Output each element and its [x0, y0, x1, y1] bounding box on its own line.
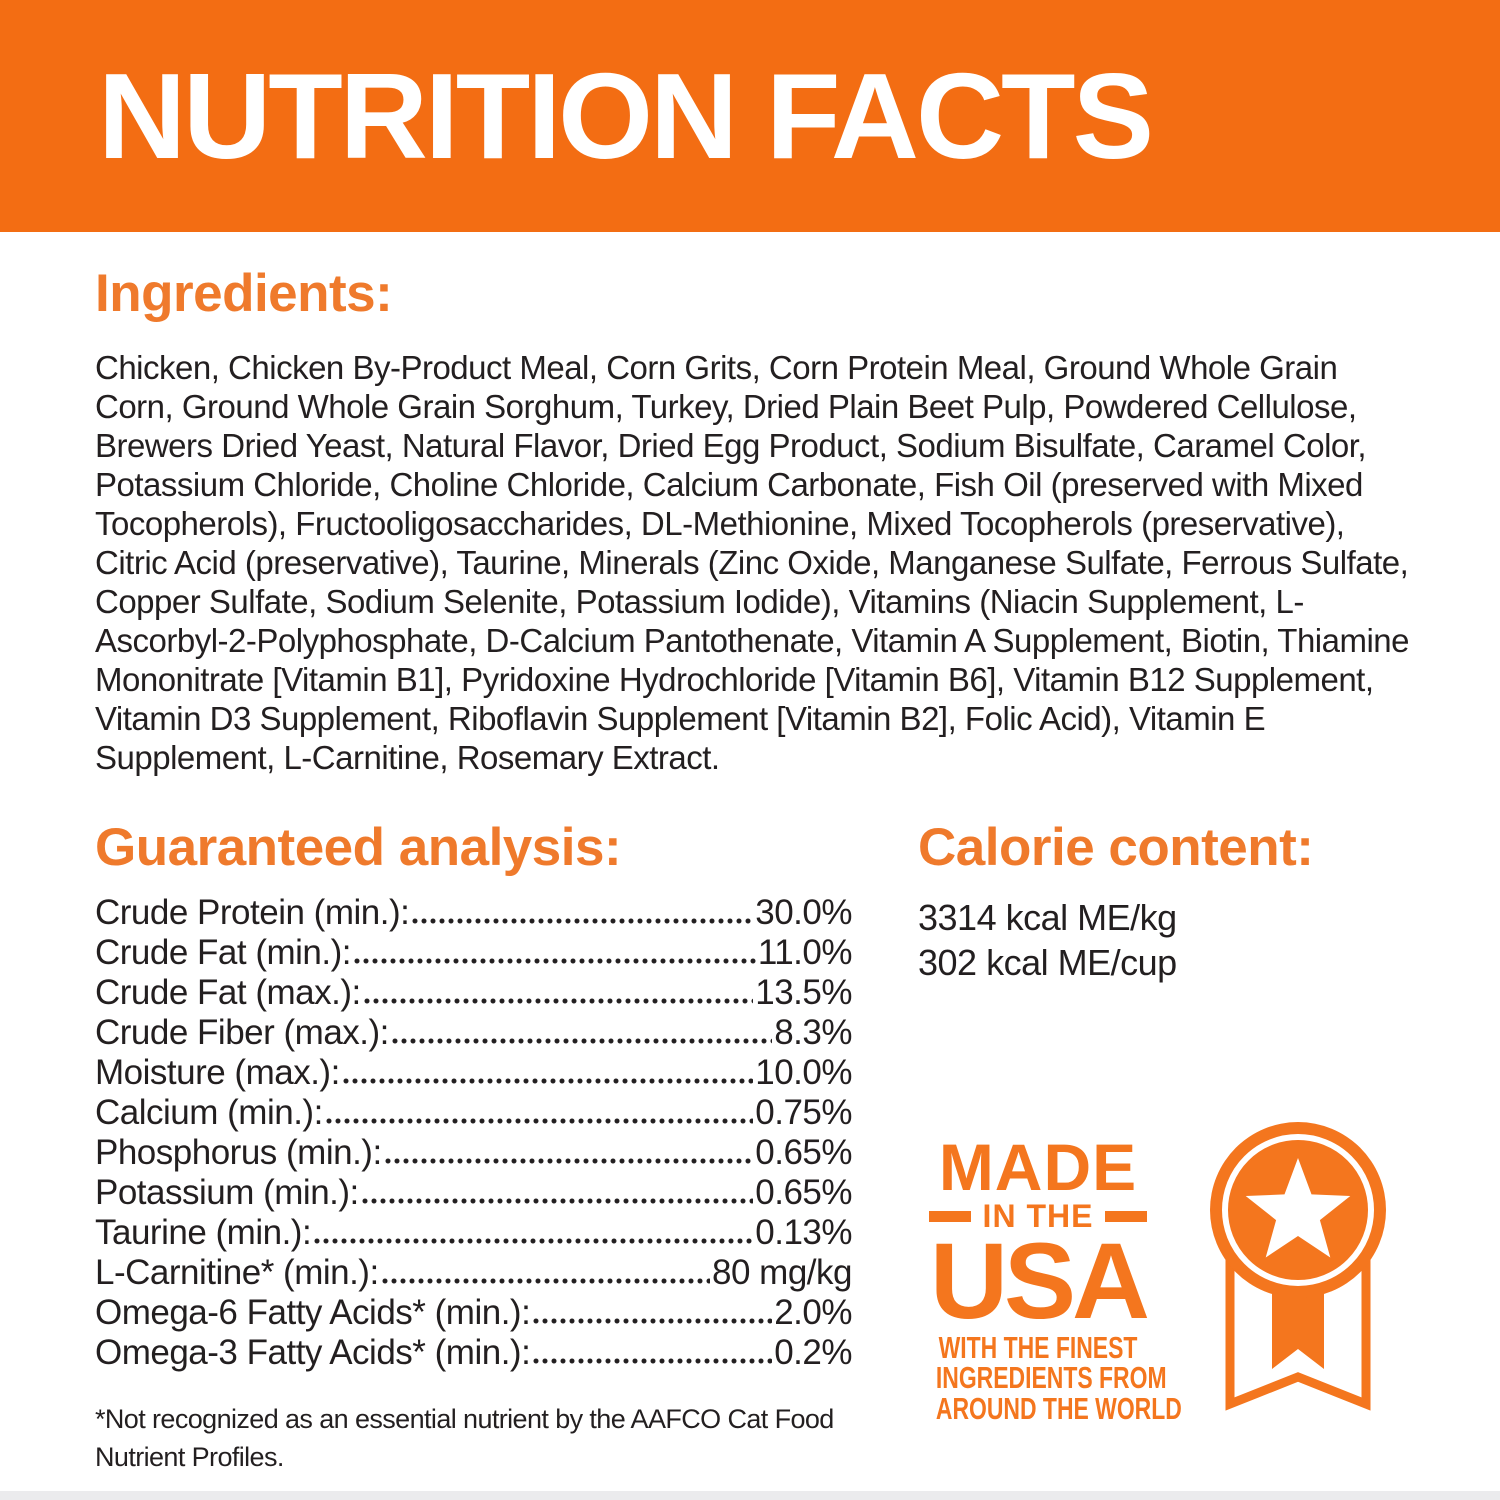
analysis-label: L-Carnitine* (min.): — [95, 1253, 379, 1292]
calorie-content-heading: Calorie content: — [918, 818, 1314, 877]
ingredients-text: Chicken, Chicken By-Product Meal, Corn G… — [95, 349, 1410, 776]
guaranteed-analysis-heading: Guaranteed analysis: — [95, 818, 622, 877]
analysis-row: Crude Fat (max.): 13.5% — [95, 973, 852, 1013]
analysis-row: Crude Protein (min.): 30.0% — [95, 893, 852, 933]
analysis-label: Crude Fat (min.): — [95, 933, 352, 972]
tagline-line: INGREDIENTS FROM — [935, 1360, 1167, 1396]
analysis-value: 11.0% — [757, 933, 853, 972]
analysis-value: 0.65% — [755, 1133, 852, 1172]
bottom-edge-divider — [0, 1491, 1500, 1500]
dot-leader — [362, 973, 754, 1013]
analysis-row: Phosphorus (min.): 0.65% — [95, 1133, 852, 1173]
dot-leader — [411, 893, 754, 933]
ingredients-section: Ingredients: Chicken, Chicken By-Product… — [95, 266, 1417, 777]
dash-bar-left — [928, 1210, 971, 1222]
award-ribbon-star-icon — [1198, 1110, 1398, 1420]
footnote: *Not recognized as an essential nutrient… — [95, 1404, 834, 1472]
analysis-label: Potassium (min.): — [95, 1173, 359, 1212]
tagline-line: AROUND THE WORLD — [935, 1390, 1182, 1426]
analysis-value: 0.13% — [755, 1213, 852, 1252]
analysis-row: Moisture (max.): 10.0% — [95, 1053, 852, 1093]
analysis-row: Omega-3 Fatty Acids* (min.): 0.2% — [95, 1333, 852, 1373]
analysis-row: Calcium (min.): 0.75% — [95, 1093, 852, 1133]
analysis-value: 0.65% — [755, 1173, 852, 1212]
analysis-label: Crude Fat (max.): — [95, 973, 361, 1012]
dot-leader — [341, 1053, 754, 1093]
dot-leader — [532, 1333, 773, 1373]
dot-leader — [324, 1093, 754, 1133]
analysis-value: 30.0% — [755, 893, 852, 932]
usa-line: USA — [929, 1220, 1150, 1341]
page-title: NUTRITION FACTS — [98, 48, 1154, 184]
calorie-kcal-per-kg: 3314 kcal ME/kg — [918, 897, 1177, 938]
dot-leader — [390, 1013, 773, 1053]
dot-leader — [383, 1133, 754, 1173]
analysis-label: Omega-6 Fatty Acids* (min.): — [95, 1293, 531, 1332]
guaranteed-analysis-table: Crude Protein (min.): 30.0% Crude Fat (mi… — [95, 893, 853, 1373]
ingredients-heading: Ingredients: — [95, 264, 393, 323]
analysis-value: 80 mg/kg — [712, 1253, 852, 1292]
analysis-value: 10.0% — [755, 1053, 852, 1092]
analysis-label: Crude Fiber (max.): — [95, 1013, 389, 1052]
analysis-label: Taurine (min.): — [95, 1213, 312, 1252]
calorie-kcal-per-cup: 302 kcal ME/cup — [918, 942, 1177, 983]
dot-leader — [360, 1173, 754, 1213]
analysis-label: Phosphorus (min.): — [95, 1133, 382, 1172]
made-in-usa-badge: MADE IN THE USA WITH THE FINEST INGREDIE… — [900, 1122, 1398, 1426]
analysis-value: 8.3% — [774, 1013, 852, 1052]
analysis-value: 0.75% — [755, 1093, 852, 1132]
analysis-value: 13.5% — [755, 973, 852, 1012]
analysis-row: Crude Fiber (max.): 8.3% — [95, 1013, 852, 1053]
dot-leader — [380, 1253, 711, 1293]
analysis-row: Potassium (min.): 0.65% — [95, 1173, 852, 1213]
dot-leader — [532, 1293, 773, 1333]
dot-leader — [313, 1213, 754, 1253]
analysis-row: Crude Fat (min.): 11.0% — [95, 933, 853, 973]
analysis-row: Omega-6 Fatty Acids* (min.): 2.0% — [95, 1293, 852, 1333]
banner: NUTRITION FACTS — [0, 0, 1500, 232]
analysis-label: Moisture (max.): — [95, 1053, 340, 1092]
analysis-row: Taurine (min.): 0.13% — [95, 1213, 852, 1253]
analysis-value: 2.0% — [774, 1293, 852, 1332]
guaranteed-analysis-section: Guaranteed analysis: Crude Protein (min.… — [95, 818, 853, 1373]
analysis-value: 0.2% — [774, 1333, 852, 1372]
made-in-usa-text: MADE IN THE USA WITH THE FINEST INGREDIE… — [900, 1126, 1182, 1426]
calorie-content-values: 3314 kcal ME/kg 302 kcal ME/cup — [918, 895, 1438, 985]
dot-leader — [353, 933, 756, 973]
analysis-label: Omega-3 Fatty Acids* (min.): — [95, 1333, 531, 1372]
made-line: MADE — [938, 1130, 1138, 1204]
calorie-content-section: Calorie content: 3314 kcal ME/kg 302 kca… — [918, 820, 1438, 985]
in-the-label: IN THE — [982, 1198, 1094, 1234]
tagline-line: WITH THE FINEST — [938, 1329, 1138, 1365]
dash-bar-right — [1105, 1210, 1148, 1222]
analysis-row: L-Carnitine* (min.): 80 mg/kg — [95, 1253, 852, 1293]
analysis-label: Crude Protein (min.): — [95, 893, 410, 932]
in-the-line: IN THE — [900, 1198, 1176, 1234]
analysis-label: Calcium (min.): — [95, 1093, 323, 1132]
